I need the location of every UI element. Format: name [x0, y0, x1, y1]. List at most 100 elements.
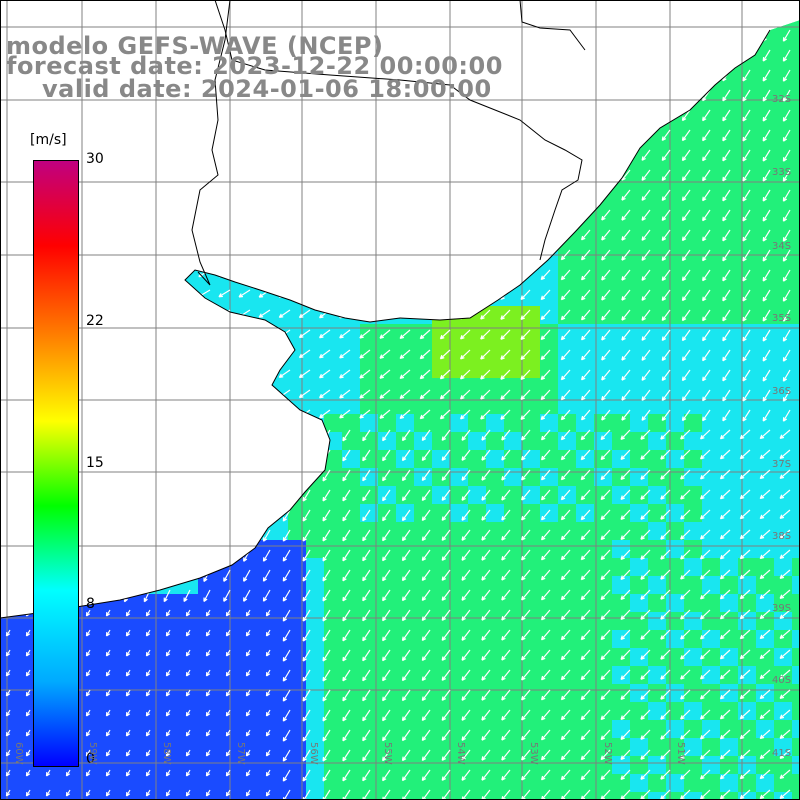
wind-arrow: [681, 409, 691, 422]
wind-cell: [522, 648, 541, 667]
wind-cell: [486, 594, 505, 613]
wind-cell: [360, 558, 379, 577]
wind-cell: [666, 738, 685, 757]
wind-arrow: [620, 769, 631, 780]
wind-arrow: [641, 169, 651, 181]
wind-cell: [414, 540, 433, 559]
wind-arrow: [640, 549, 651, 560]
wind-cell: [720, 306, 739, 325]
wind-arrow: [245, 689, 251, 697]
wind-cell: [18, 738, 37, 757]
wind-arrow: [660, 649, 671, 660]
wind-arrow: [85, 609, 91, 617]
wind-arrow: [601, 269, 611, 281]
wind-cell: [378, 558, 397, 577]
wind-arrow: [640, 469, 651, 480]
wind-arrow: [401, 489, 411, 502]
wind-cell: [324, 612, 343, 631]
wind-arrow: [680, 669, 691, 680]
wind-cell: [792, 540, 800, 559]
wind-arrow: [661, 129, 671, 141]
wind-arrow: [342, 569, 351, 582]
wind-cell: [720, 666, 739, 685]
wind-cell: [378, 396, 397, 415]
longitude-label: 59W: [87, 742, 98, 765]
wind-cell: [468, 630, 487, 649]
wind-arrow: [782, 269, 791, 282]
wind-cell: [270, 684, 289, 703]
wind-arrow: [399, 389, 411, 400]
wind-cell: [738, 558, 757, 577]
wind-arrow: [480, 409, 491, 420]
wind-arrow: [421, 629, 431, 642]
wind-cell: [576, 792, 595, 800]
wind-cell: [162, 648, 181, 667]
wind-arrow: [185, 769, 191, 777]
wind-arrow: [759, 429, 771, 440]
wind-arrow: [282, 689, 291, 702]
wind-arrow: [779, 509, 791, 520]
wind-cell: [702, 612, 721, 631]
wind-cell: [252, 774, 271, 793]
wind-arrow: [782, 389, 791, 402]
wind-cell: [612, 594, 631, 613]
wind-arrow: [359, 409, 371, 419]
wind-arrow: [441, 569, 451, 581]
wind-arrow: [245, 629, 251, 637]
wind-cell: [342, 666, 361, 685]
wind-cell: [774, 324, 793, 343]
wind-cell: [630, 576, 649, 595]
wind-cell: [504, 720, 523, 739]
wind-arrow: [600, 629, 611, 641]
wind-arrow: [680, 629, 691, 640]
wind-cell: [792, 594, 800, 613]
wind-arrow: [419, 329, 431, 340]
wind-cell: [684, 414, 703, 433]
wind-cell: [180, 594, 199, 613]
wind-arrow: [105, 609, 111, 617]
wind-arrow: [481, 629, 491, 641]
wind-arrow: [699, 609, 711, 620]
wind-arrow: [245, 709, 251, 717]
wind-cell: [306, 396, 325, 415]
wind-cell: [144, 702, 163, 721]
wind-arrow: [580, 309, 591, 321]
wind-arrow: [480, 369, 491, 380]
wind-cell: [432, 720, 451, 739]
wind-arrow: [739, 709, 751, 720]
wind-cell: [522, 396, 541, 415]
wind-cell: [306, 504, 325, 523]
wind-arrow: [322, 769, 331, 782]
wind-cell: [576, 360, 595, 379]
wind-cell: [792, 162, 800, 181]
wind-cell: [450, 414, 469, 433]
latitude-label: 34S: [772, 241, 792, 252]
latitude-label: 35S: [772, 313, 792, 324]
wind-cell: [342, 468, 361, 487]
wind-arrow: [739, 489, 751, 500]
wind-arrow: [702, 109, 711, 122]
wind-arrow: [342, 489, 351, 502]
wind-cell: [432, 756, 451, 775]
wind-cell: [648, 396, 667, 415]
wind-cell: [234, 612, 253, 631]
wind-cell: [792, 144, 800, 163]
wind-cell: [216, 684, 235, 703]
wind-arrow: [620, 549, 631, 560]
wind-arrow: [762, 189, 771, 202]
wind-cell: [396, 378, 415, 397]
wind-cell: [594, 432, 613, 451]
wind-arrow: [342, 629, 351, 642]
wind-cell: [720, 702, 739, 721]
wind-cell: [558, 288, 577, 307]
wind-cell: [414, 666, 433, 685]
wind-cell: [558, 378, 577, 397]
wind-arrow: [382, 689, 391, 702]
wind-arrow: [362, 589, 371, 602]
wind-cell: [738, 72, 757, 91]
wind-cell: [792, 378, 800, 397]
wind-arrow: [322, 529, 331, 542]
wind-cell: [216, 720, 235, 739]
wind-cell: [612, 774, 631, 793]
wind-cell: [0, 738, 19, 757]
